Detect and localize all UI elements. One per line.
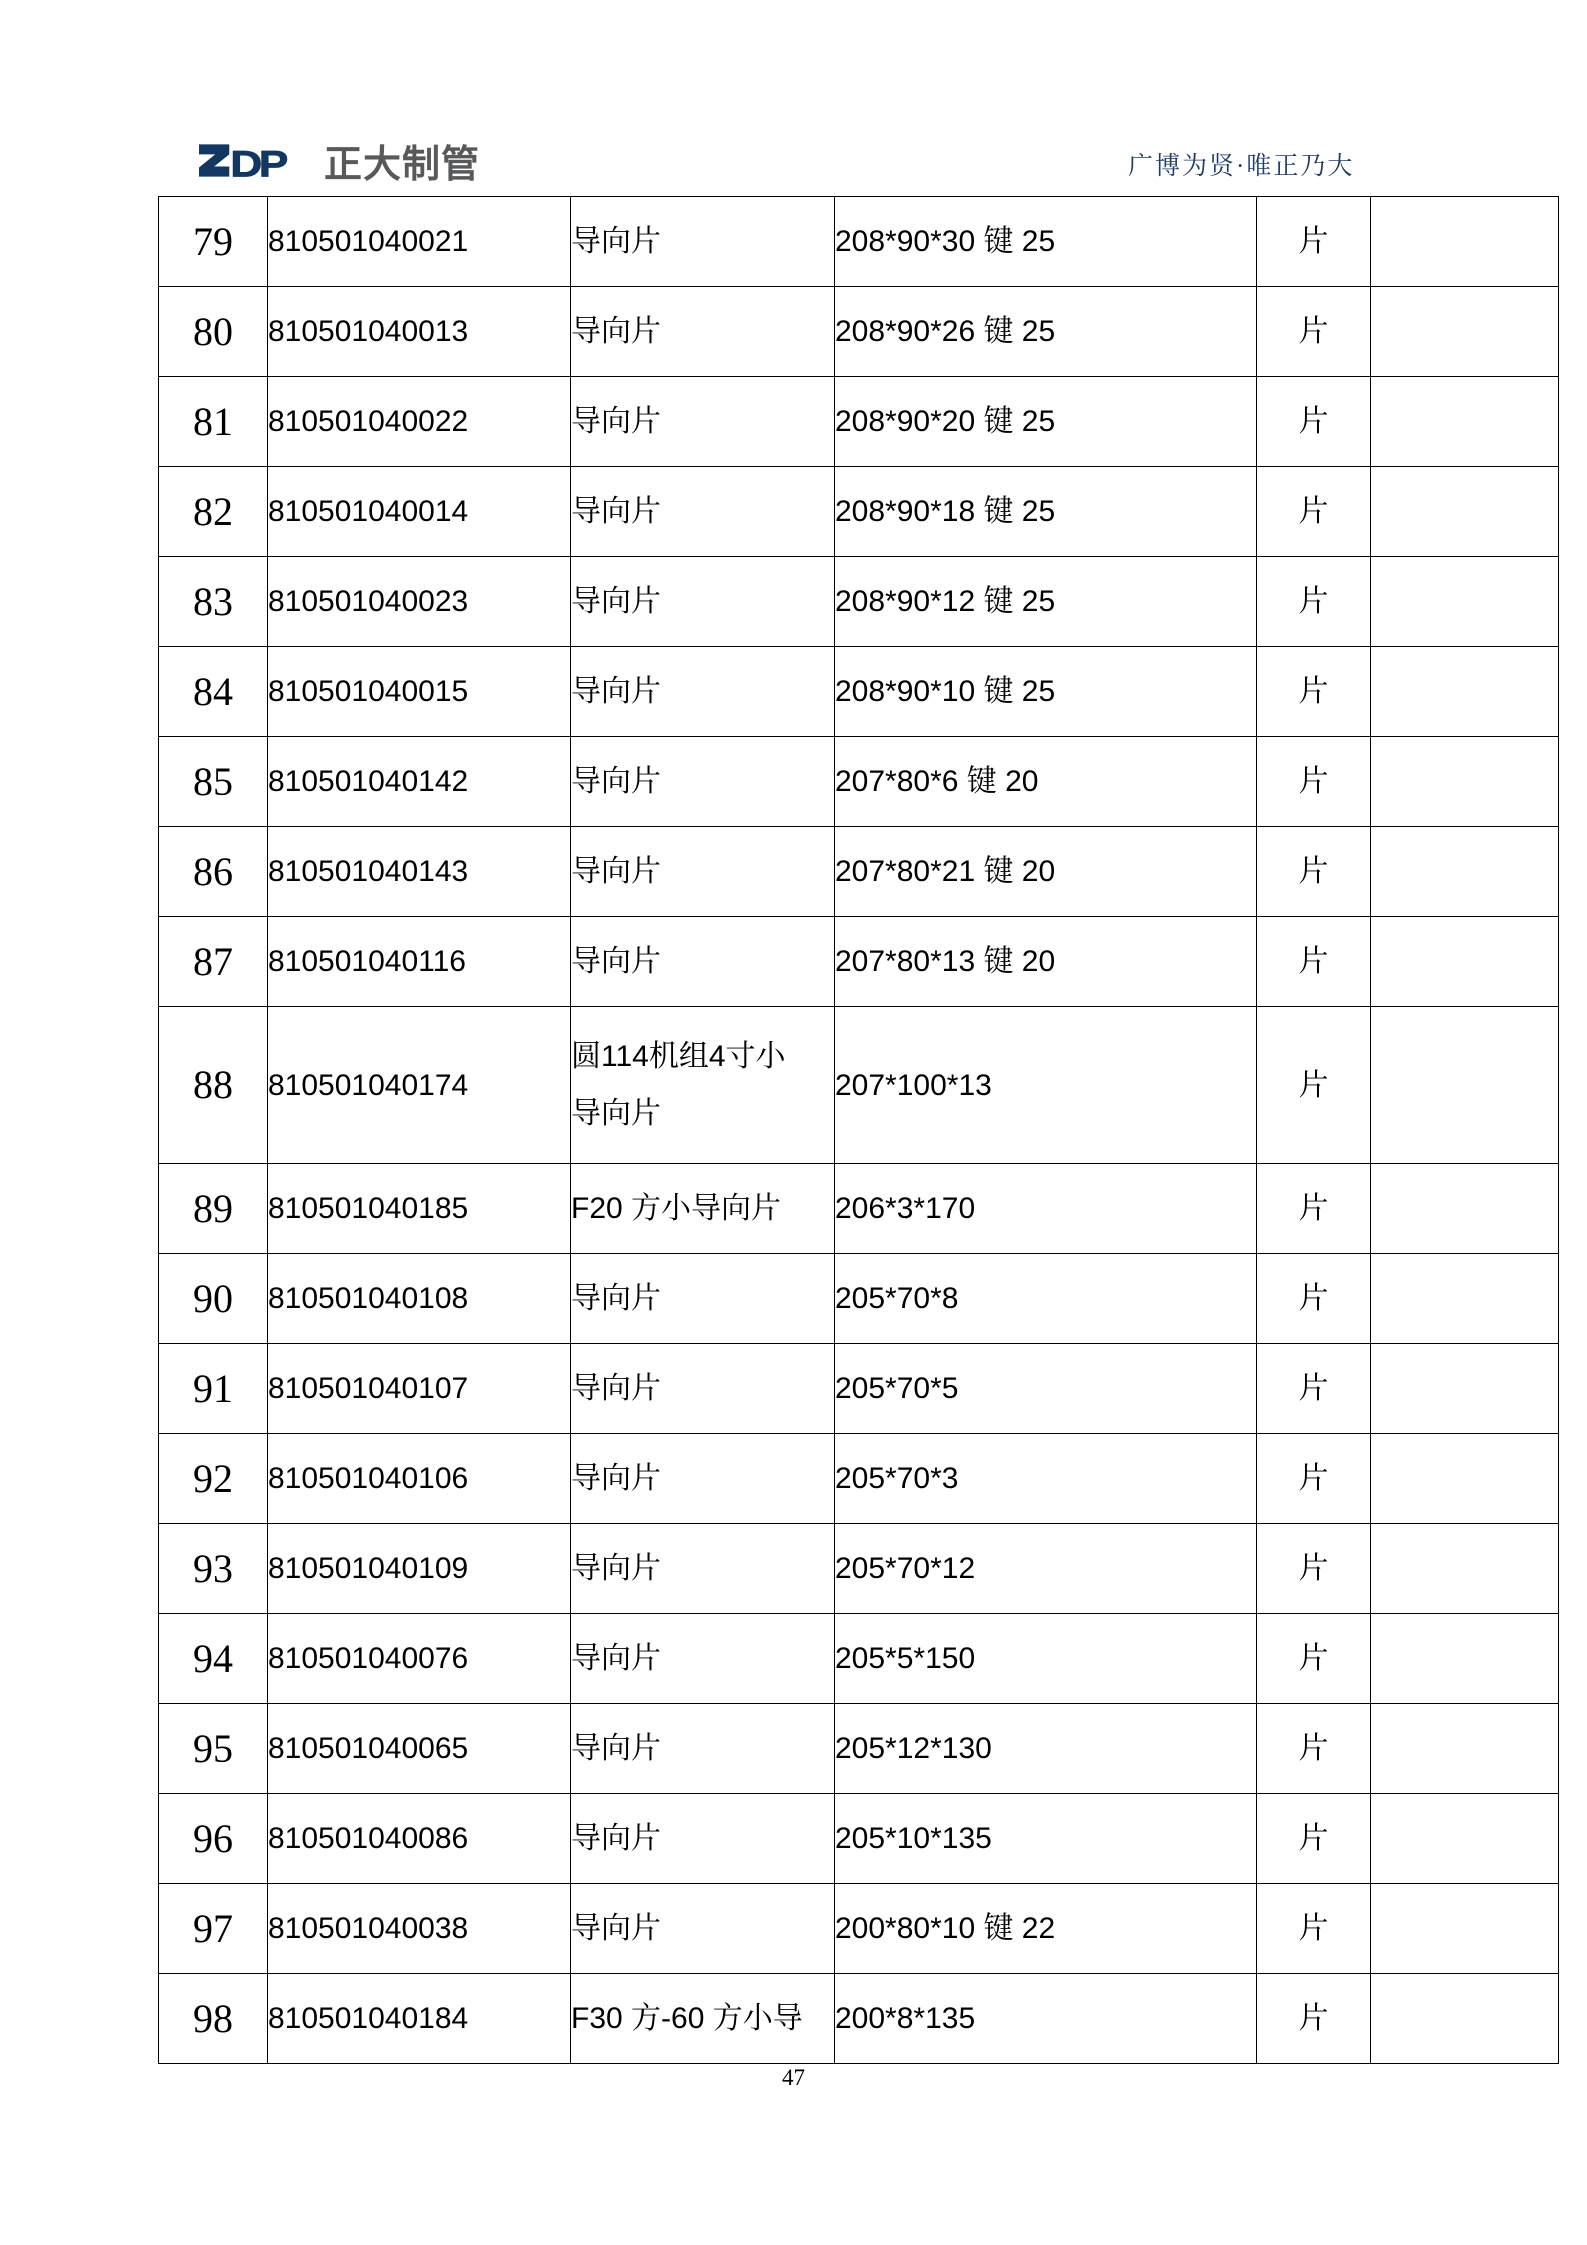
svg-text:DP: DP [230, 143, 287, 182]
